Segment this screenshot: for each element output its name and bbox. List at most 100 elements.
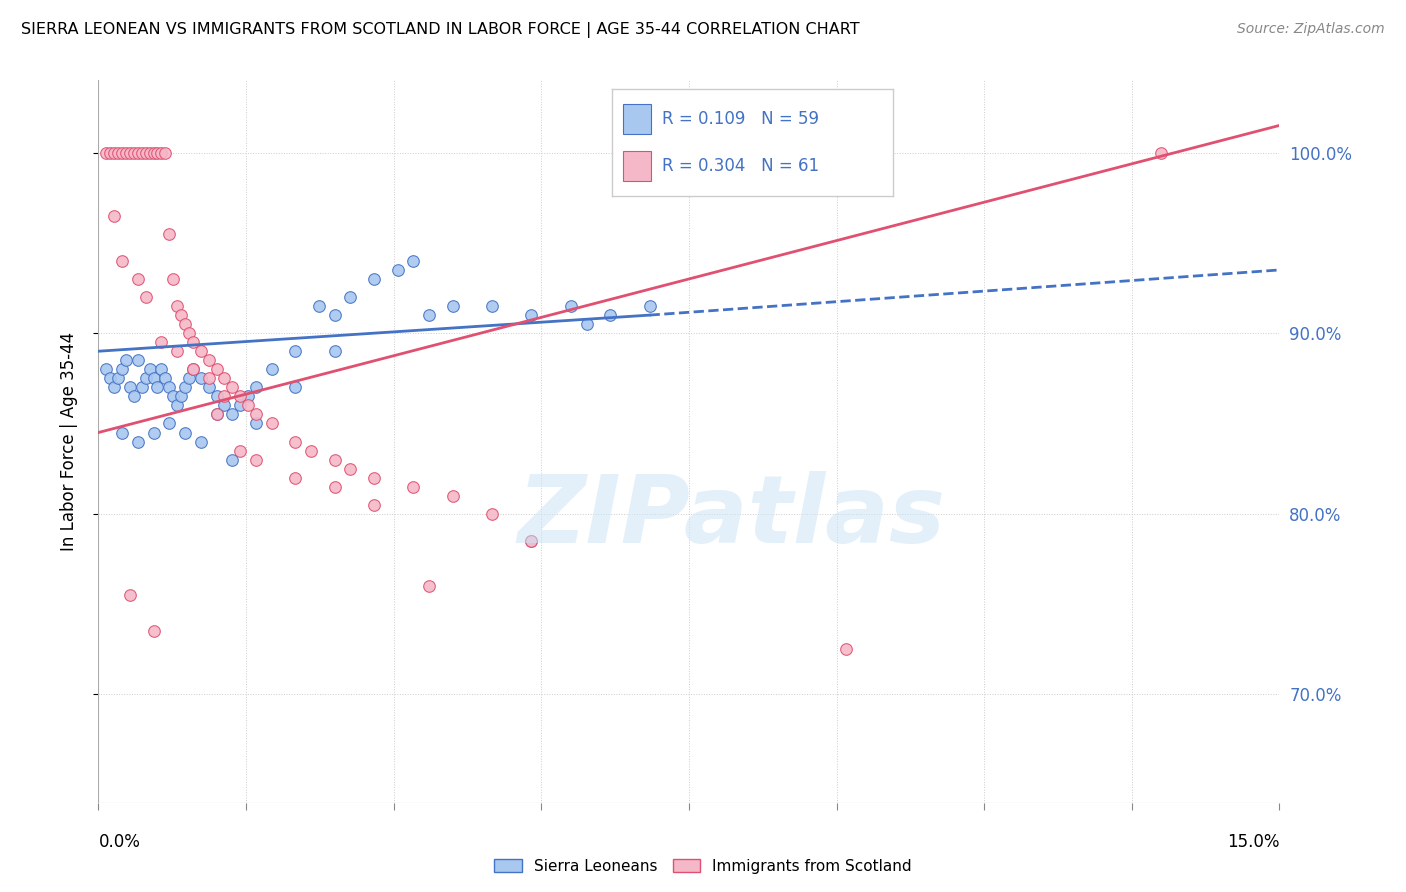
Text: ZIPatlas: ZIPatlas: [517, 471, 945, 564]
Point: [402, 480, 425, 494]
Point: [197, 371, 219, 385]
Point: [162, 389, 184, 403]
Point: [174, 425, 197, 440]
Point: [299, 443, 322, 458]
Text: 15.0%: 15.0%: [1227, 833, 1279, 851]
Text: R = 0.304   N = 61: R = 0.304 N = 61: [662, 157, 820, 175]
Bar: [623, 152, 651, 181]
Point: [323, 344, 346, 359]
Point: [205, 389, 228, 403]
Point: [190, 371, 212, 385]
Point: [229, 389, 252, 403]
Point: [284, 434, 307, 449]
Point: [107, 145, 129, 160]
Point: [150, 145, 173, 160]
Point: [520, 308, 543, 322]
Point: [599, 308, 621, 322]
Point: [118, 588, 141, 602]
Point: [131, 145, 153, 160]
Text: R = 0.109   N = 59: R = 0.109 N = 59: [662, 111, 820, 128]
Point: [142, 371, 165, 385]
Point: [339, 290, 361, 304]
Point: [221, 380, 243, 394]
Point: [127, 353, 149, 368]
Point: [245, 452, 267, 467]
Point: [111, 253, 134, 268]
Point: [387, 263, 409, 277]
Point: [245, 417, 267, 431]
Point: [157, 380, 180, 394]
Point: [135, 145, 157, 160]
Point: [177, 326, 200, 340]
Point: [402, 253, 425, 268]
Point: [284, 470, 307, 484]
Point: [245, 380, 267, 394]
Point: [127, 145, 149, 160]
Point: [155, 371, 177, 385]
Point: [111, 362, 134, 376]
Point: [323, 308, 346, 322]
Point: [142, 624, 165, 639]
Point: [131, 380, 153, 394]
Point: [103, 380, 125, 394]
Point: [122, 145, 145, 160]
Point: [138, 362, 160, 376]
Point: [170, 389, 193, 403]
Point: [107, 371, 129, 385]
Point: [111, 145, 134, 160]
Y-axis label: In Labor Force | Age 35-44: In Labor Force | Age 35-44: [59, 332, 77, 551]
Point: [146, 380, 169, 394]
Point: [560, 299, 582, 313]
Point: [339, 461, 361, 475]
Point: [138, 145, 160, 160]
Point: [638, 299, 661, 313]
Point: [181, 362, 204, 376]
Text: SIERRA LEONEAN VS IMMIGRANTS FROM SCOTLAND IN LABOR FORCE | AGE 35-44 CORRELATIO: SIERRA LEONEAN VS IMMIGRANTS FROM SCOTLA…: [21, 22, 859, 38]
Legend: Sierra Leoneans, Immigrants from Scotland: Sierra Leoneans, Immigrants from Scotlan…: [488, 853, 918, 880]
Point: [177, 371, 200, 385]
Point: [205, 362, 228, 376]
Point: [157, 417, 180, 431]
Point: [127, 434, 149, 449]
Point: [190, 434, 212, 449]
Text: 0.0%: 0.0%: [98, 833, 141, 851]
Point: [284, 344, 307, 359]
Point: [363, 498, 385, 512]
Point: [190, 344, 212, 359]
Point: [98, 145, 121, 160]
Point: [236, 389, 259, 403]
Point: [245, 408, 267, 422]
Point: [229, 443, 252, 458]
Point: [236, 398, 259, 412]
Point: [96, 145, 118, 160]
Point: [205, 408, 228, 422]
Point: [284, 380, 307, 394]
Point: [166, 344, 188, 359]
Point: [118, 145, 141, 160]
Point: [205, 408, 228, 422]
Point: [111, 425, 134, 440]
Point: [323, 480, 346, 494]
Point: [166, 398, 188, 412]
Point: [115, 353, 138, 368]
Point: [157, 227, 180, 241]
Point: [229, 398, 252, 412]
Point: [174, 317, 197, 331]
Point: [214, 371, 236, 385]
Point: [146, 145, 169, 160]
Point: [221, 452, 243, 467]
Point: [441, 299, 464, 313]
Point: [418, 579, 440, 593]
Point: [118, 380, 141, 394]
Point: [308, 299, 330, 313]
Point: [323, 452, 346, 467]
Point: [150, 362, 173, 376]
Point: [127, 272, 149, 286]
Bar: [623, 104, 651, 134]
Point: [155, 145, 177, 160]
Point: [135, 371, 157, 385]
Point: [520, 533, 543, 548]
Point: [520, 533, 543, 548]
Point: [481, 507, 503, 521]
Point: [96, 362, 118, 376]
